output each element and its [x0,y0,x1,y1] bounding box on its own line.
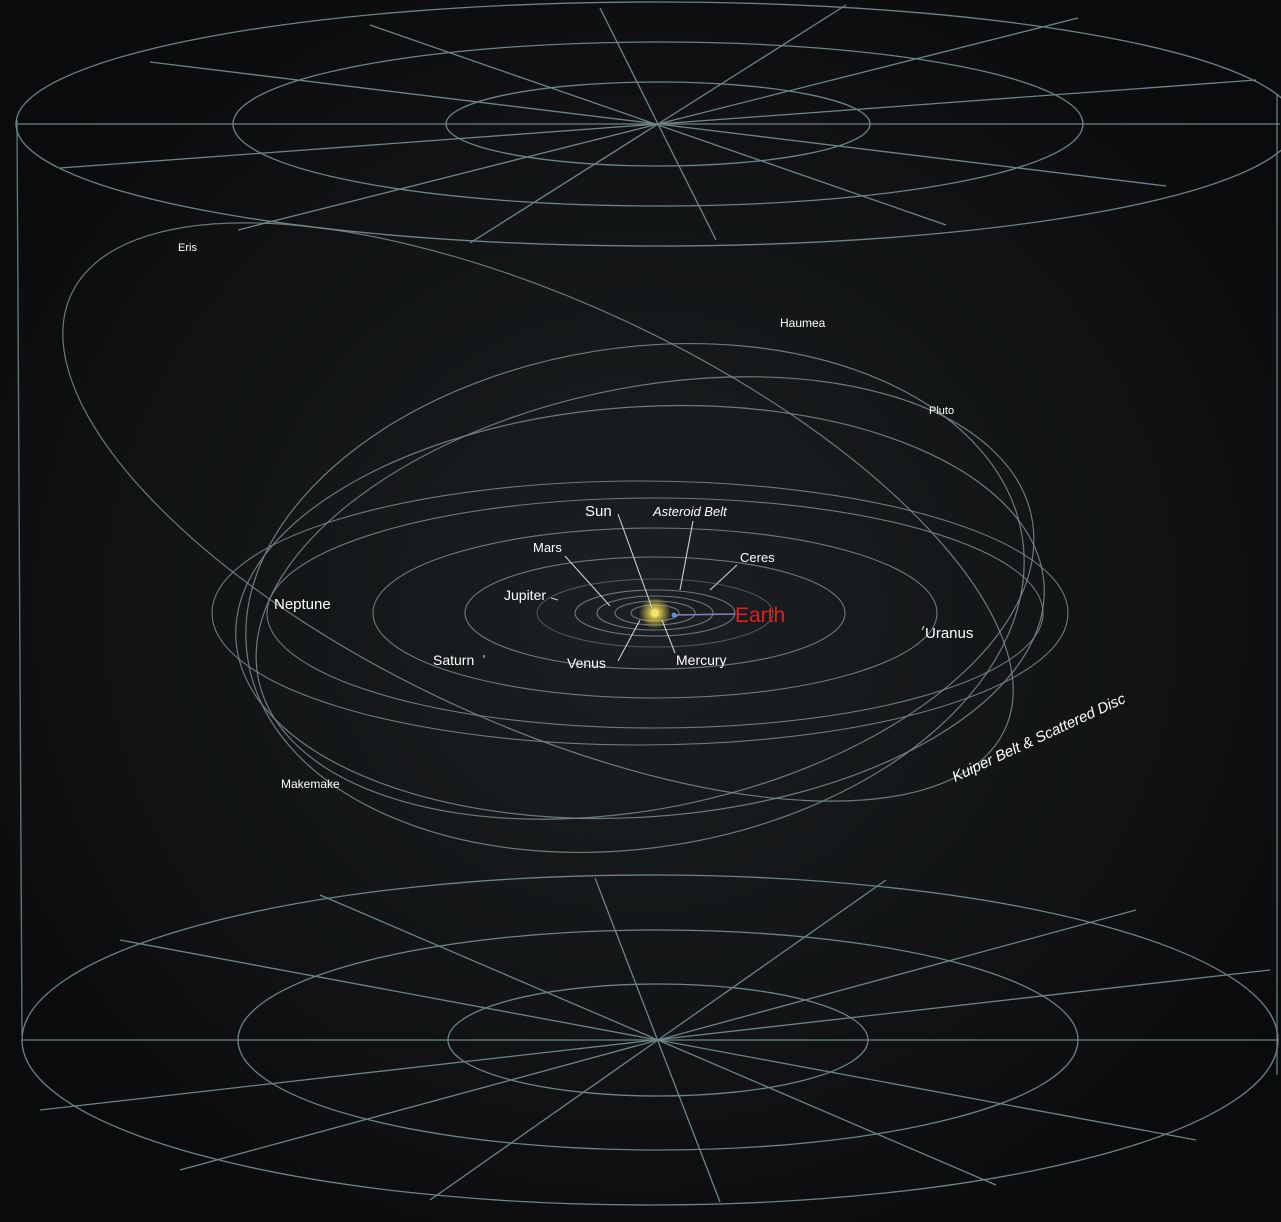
haumea-orbit [245,342,1025,854]
neptune-label: Neptune [274,596,331,613]
makemake-label: Makemake [281,777,340,791]
eris-orbit [62,222,1014,802]
earth-label: Earth [735,604,785,627]
mars-label: Mars [533,540,562,555]
venus-label: Venus [567,655,606,671]
haumea-label: Haumea [780,316,826,330]
eris-label: Eris [178,242,197,254]
cylinder-sides [16,95,1278,1075]
pluto-label: Pluto [929,405,954,417]
saturn-label: Saturn [433,652,474,668]
earth-icon [671,612,677,618]
dwarf-planet-orbits [62,222,1045,854]
earth-pointer [674,613,736,616]
pluto-orbit [255,376,1035,820]
mercury-label: Mercury [676,652,727,668]
sun-icon [651,609,659,617]
jupiter-label: Jupiter [504,587,546,603]
bottom-disc-grid [21,874,1279,1206]
uranus-label: Uranus [925,625,973,642]
ceres-label: Ceres [740,550,775,565]
sun-label: Sun [585,503,612,520]
asteroid-belt-label: Asteroid Belt [652,504,728,519]
makemake-orbit [235,404,1045,820]
leader-lines [483,513,925,662]
top-disc-grid [15,1,1281,247]
